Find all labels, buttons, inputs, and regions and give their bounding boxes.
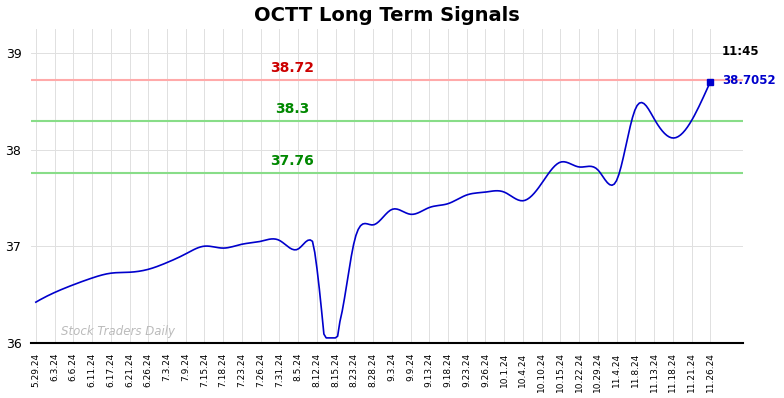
Text: 37.76: 37.76: [270, 154, 314, 168]
Title: OCTT Long Term Signals: OCTT Long Term Signals: [254, 6, 520, 25]
Text: 38.3: 38.3: [275, 102, 309, 116]
Text: 38.7052: 38.7052: [722, 74, 775, 87]
Text: 11:45: 11:45: [722, 45, 760, 58]
Text: 38.72: 38.72: [270, 61, 314, 75]
Text: Stock Traders Daily: Stock Traders Daily: [61, 325, 175, 338]
